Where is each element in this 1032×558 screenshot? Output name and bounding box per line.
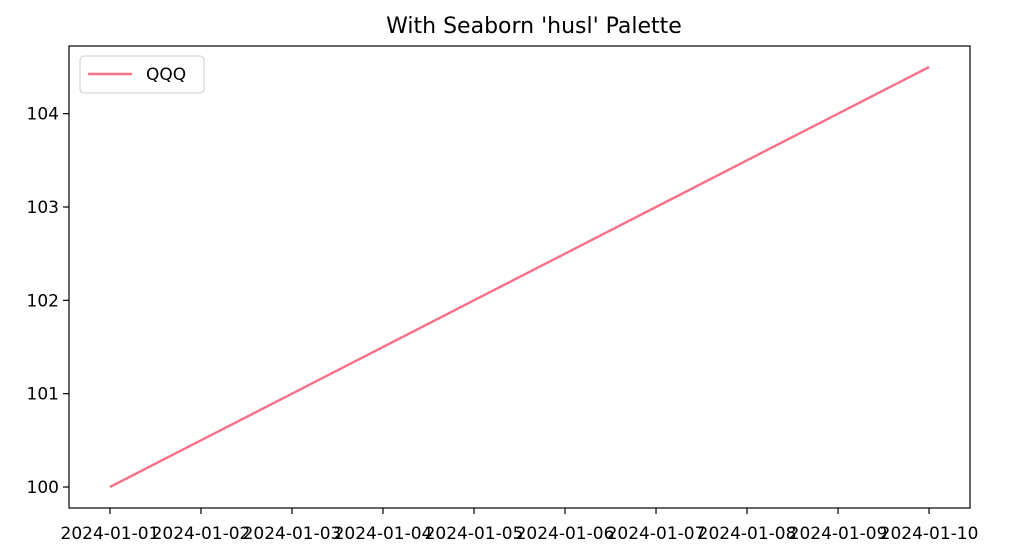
x-tick-label: 2024-01-10	[880, 524, 979, 544]
x-tick-label: 2024-01-09	[789, 524, 888, 544]
x-tick-label: 2024-01-05	[425, 524, 524, 544]
legend: QQQ	[79, 55, 205, 94]
y-tick-label: 104	[27, 105, 59, 125]
x-tick-label: 2024-01-04	[334, 524, 433, 544]
x-tick-label: 2024-01-01	[61, 524, 160, 544]
x-tick-label: 2024-01-06	[516, 524, 615, 544]
x-tick-label: 2024-01-03	[243, 524, 342, 544]
y-tick-label: 100	[27, 478, 59, 498]
y-tick-label: 101	[27, 385, 59, 405]
x-tick-label: 2024-01-02	[152, 524, 251, 544]
y-tick-label: 103	[27, 198, 59, 218]
x-tick-label: 2024-01-08	[698, 524, 797, 544]
legend-label: QQQ	[146, 65, 186, 85]
x-axis: 2024-01-012024-01-022024-01-032024-01-04…	[61, 508, 979, 544]
plot-frame	[68, 45, 971, 509]
series-line-qqq	[109, 65, 930, 489]
series-layer	[109, 65, 930, 489]
x-tick-label: 2024-01-07	[607, 524, 706, 544]
y-axis: 100 101 102 103 104	[27, 105, 69, 498]
chart-title: With Seaborn 'husl' Palette	[386, 14, 682, 39]
legend-box	[79, 55, 205, 94]
y-tick-label: 102	[27, 291, 59, 311]
